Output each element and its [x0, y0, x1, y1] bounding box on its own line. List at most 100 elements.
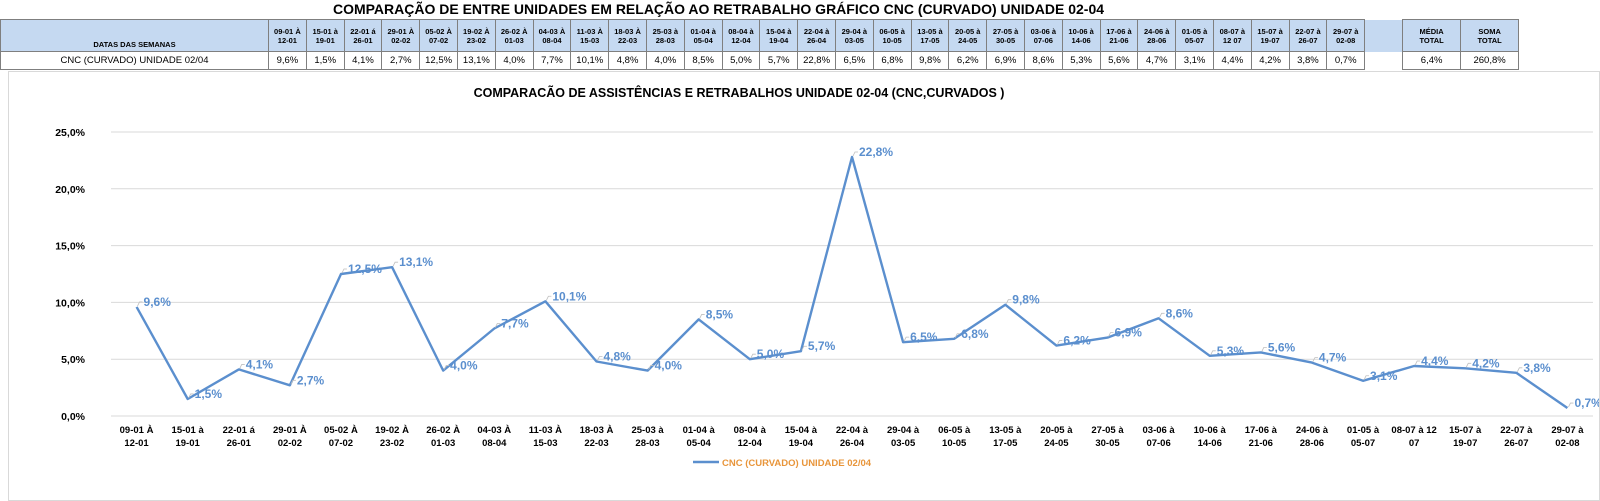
data-label-leader	[1005, 299, 1012, 304]
summary-table: DATAS DAS SEMANAS 09-01 À 12-01 15-01 à 19-…	[0, 19, 1520, 70]
x-tick-label: 15-03	[533, 438, 557, 449]
data-label-leader	[1210, 350, 1216, 355]
data-label: 2,7%	[297, 373, 325, 387]
x-tick-label: 10-05	[942, 438, 967, 449]
data-label-leader	[443, 365, 450, 370]
y-tick-label: 20,0%	[55, 184, 85, 196]
week-header-line: 01-03	[504, 35, 524, 45]
data-label-leader	[1516, 367, 1523, 373]
week-value-cell: 2,7%	[381, 51, 421, 70]
week-header-cell: 22-07 à 26-07	[1288, 19, 1328, 52]
data-label-leader	[1312, 357, 1318, 362]
data-label: 1,5%	[195, 387, 223, 401]
media-total-header-text: TOTAL	[1419, 35, 1444, 45]
x-tick-label: 26-04	[840, 438, 865, 449]
week-header-line: 26-07	[1298, 35, 1318, 45]
data-label-leader	[750, 353, 756, 359]
data-label-leader	[494, 323, 501, 328]
week-value-cell: 5,7%	[759, 51, 799, 70]
week-header-line: 05-07	[1184, 35, 1205, 45]
x-tick-label: 09-01 À	[120, 425, 154, 436]
week-value-cell: 4,2%	[1250, 51, 1290, 70]
week-header-line: 05-04	[693, 35, 713, 45]
week-value-cell: 22,8%	[797, 51, 836, 70]
week-value-cell: 6,8%	[872, 51, 912, 70]
x-tick-label: 26-01	[227, 438, 252, 449]
week-header-line: 26-01	[353, 35, 373, 45]
week-value-cell: 8,5%	[683, 51, 723, 70]
x-tick-label: 13-05 à	[989, 425, 1022, 436]
week-header-line: 13-05 à	[917, 26, 943, 36]
week-header-line: 15-01 à	[312, 26, 338, 36]
week-header-cell: 03-06 à 07-06	[1023, 19, 1063, 52]
x-tick-label: 28-06	[1300, 438, 1324, 449]
data-label: 5,0%	[757, 347, 785, 361]
week-value-cell: 6,9%	[986, 51, 1025, 70]
x-tick-label: 20-05 à	[1040, 425, 1073, 436]
week-value-cell: 4,1%	[343, 51, 383, 70]
week-value-cell: 4,7%	[1137, 51, 1177, 70]
week-value-cell: 9,8%	[910, 51, 950, 70]
soma-total-value-text: 260,8%	[1473, 55, 1506, 66]
data-label-leader	[239, 364, 245, 369]
week-header-line: 08-04 à	[728, 26, 754, 36]
x-tick-label: 12-04	[738, 438, 763, 449]
x-tick-label: 08-07 à 12	[1391, 425, 1436, 436]
y-tick-label: 15,0%	[55, 241, 85, 253]
week-value-cell: 10,1%	[570, 51, 610, 70]
week-header-line: 26-04	[806, 35, 827, 45]
blank-cell	[1364, 51, 1404, 70]
x-tick-label: 19-01	[175, 438, 200, 449]
week-header-cell: 22-04 à 26-04	[797, 19, 836, 52]
x-tick-label: 29-01 À	[273, 425, 307, 436]
y-tick-label: 25,0%	[55, 127, 85, 139]
week-header-line: 01-05 à	[1181, 26, 1208, 36]
data-label: 6,5%	[910, 330, 938, 344]
week-header-cell: 25-03 à 28-03	[645, 19, 685, 52]
week-header-line: 03-06 à	[1030, 26, 1057, 36]
week-value-cell: 3,8%	[1288, 51, 1328, 70]
week-header-line: 22-03	[617, 35, 638, 45]
media-total-value-text: 6,4%	[1420, 55, 1443, 66]
data-label-leader	[648, 365, 654, 370]
data-label: 8,5%	[706, 307, 734, 321]
line-chart: COMPARACÃO DE ASSISTÊNCIAS E RETRABALHOS…	[55, 85, 1599, 469]
week-header-line: 07-02	[428, 35, 449, 45]
week-header-line: 22-04 à	[803, 26, 830, 36]
x-tick-label: 27-05 à	[1091, 425, 1124, 436]
x-tick-label: 04-03 À	[477, 425, 511, 436]
x-tick-label: 05-02 À	[324, 425, 358, 436]
week-value-cell: 13,1%	[456, 51, 496, 70]
week-header-line: 04-03 À	[538, 26, 566, 36]
x-tick-label: 24-06 à	[1296, 425, 1329, 436]
data-label-leader	[1465, 362, 1472, 368]
week-header-line: 23-02	[466, 35, 486, 45]
week-header-line: 10-06 à	[1068, 26, 1094, 36]
week-header-line: 17-06 à	[1106, 26, 1132, 36]
week-value-cell: 3,1%	[1175, 51, 1214, 70]
y-tick-label: 10,0%	[55, 297, 85, 309]
x-tick-label: 12-01	[124, 438, 149, 449]
data-label: 4,7%	[1319, 351, 1347, 365]
y-tick-label: 5,0%	[61, 354, 86, 366]
x-tick-label: 21-06	[1249, 438, 1273, 449]
week-header-cell: 01-05 à 05-07	[1175, 19, 1214, 52]
week-header-line: 21-06	[1109, 35, 1129, 45]
x-tick-label: 19-07	[1453, 438, 1477, 449]
week-header-line: 28-06	[1147, 35, 1167, 45]
week-header-cell: 19-02 À 23-02	[456, 19, 496, 52]
data-label: 4,4%	[1421, 354, 1449, 368]
x-tick-label: 28-03	[635, 438, 659, 449]
data-label-leader	[1261, 346, 1267, 352]
chart-title: COMPARACÃO DE ASSISTÊNCIAS E RETRABALHOS…	[474, 85, 1005, 100]
week-value-cell: 4,4%	[1212, 51, 1252, 70]
page-title: COMPARAÇÃO DE ENTRE UNIDADES EM RELAÇÃO …	[332, 1, 1105, 17]
legend-label: CNC (CURVADO) UNIDADE 02/04	[722, 458, 872, 469]
week-header-cell: 15-04 à 19-04	[759, 19, 799, 52]
data-label-leader	[852, 151, 858, 157]
x-tick-label: 02-02	[278, 438, 302, 449]
x-tick-label: 11-03 À	[529, 425, 562, 436]
week-value-cell: 9,6%	[268, 51, 307, 70]
week-header-line: 26-02 À	[500, 26, 528, 36]
week-header-line: 05-02 À	[425, 26, 452, 36]
